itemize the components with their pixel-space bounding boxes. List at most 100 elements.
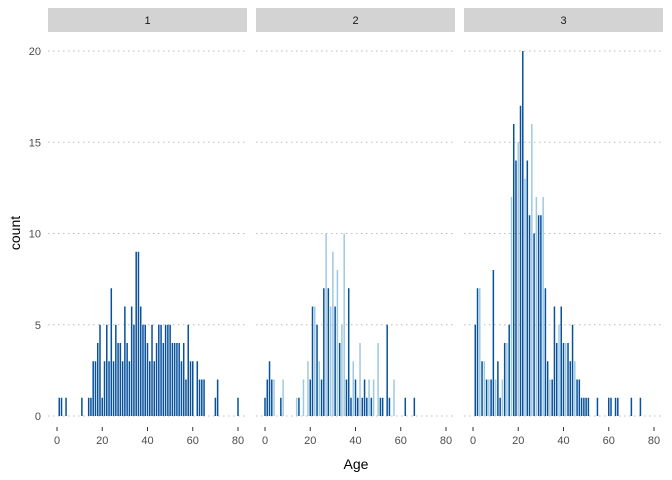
histogram-bar <box>99 324 101 416</box>
y-axis-title: count <box>7 216 23 250</box>
histogram-bar <box>535 197 538 416</box>
histogram-bar <box>126 343 128 416</box>
histogram-bar <box>128 361 131 416</box>
histogram-bar <box>323 288 325 416</box>
x-tick-label: 0 <box>54 435 60 447</box>
histogram-bar <box>298 397 300 416</box>
histogram-bar <box>151 324 153 416</box>
histogram-bar <box>614 397 617 416</box>
histogram-bar <box>639 397 642 416</box>
histogram-bar <box>574 361 576 416</box>
histogram-bar <box>90 397 92 416</box>
histogram-bar <box>476 288 479 416</box>
histogram-bar <box>153 361 156 416</box>
histogram-bar <box>295 397 298 416</box>
histogram-bar <box>485 379 488 416</box>
x-tick-label: 40 <box>141 435 153 447</box>
histogram-bar <box>189 361 192 416</box>
histogram-bar <box>345 379 348 416</box>
histogram-bar <box>567 343 569 416</box>
x-tick-label: 20 <box>512 435 524 447</box>
histogram-bar <box>413 397 416 416</box>
histogram-bar <box>494 379 497 416</box>
histogram-bar <box>350 397 352 416</box>
facet-panel-1: 1 0 20 40 60 80 <box>48 8 247 447</box>
histogram-bar <box>171 343 174 416</box>
histogram-bar <box>96 343 99 416</box>
histogram-bar <box>585 397 587 416</box>
histogram-bar <box>318 361 321 416</box>
histogram-bar <box>332 251 334 416</box>
x-tick-label: 20 <box>96 435 108 447</box>
histogram-bar <box>381 397 384 416</box>
histogram-bar <box>549 379 551 416</box>
histogram-bar <box>519 105 522 416</box>
histogram-bar <box>139 306 142 416</box>
histogram-bar <box>531 124 533 416</box>
histogram-bar <box>282 379 284 416</box>
histogram-bar <box>546 361 549 416</box>
facet-strip-label: 2 <box>352 15 358 27</box>
histogram-bar <box>106 324 108 416</box>
x-tick-label: 80 <box>232 435 244 447</box>
histogram-bar <box>169 324 171 416</box>
facet-strip-label: 3 <box>560 15 566 27</box>
histogram-bar <box>596 397 599 416</box>
histogram-bar <box>580 397 583 416</box>
histogram-bar <box>60 397 63 416</box>
histogram-bar <box>517 142 519 416</box>
histogram-bar <box>393 379 395 416</box>
x-tick-label: 60 <box>187 435 199 447</box>
x-tick-label: 60 <box>603 435 615 447</box>
histogram-bar <box>524 178 526 416</box>
histogram-bar <box>329 306 332 416</box>
histogram-bar <box>503 343 506 416</box>
histogram-bar <box>388 397 391 416</box>
histogram-bar <box>576 379 578 416</box>
histogram-bar <box>173 343 176 416</box>
histogram-bar <box>483 361 486 416</box>
histogram-bar <box>352 361 354 416</box>
histogram-bar <box>334 306 336 416</box>
facet-strip <box>464 8 663 32</box>
histogram-bar <box>115 324 117 416</box>
histogram-bar <box>555 343 558 416</box>
histogram-bar <box>481 361 483 416</box>
histogram-bar <box>316 324 318 416</box>
histogram-bar <box>357 397 359 416</box>
histogram-bar <box>544 288 547 416</box>
histogram-bar <box>488 379 490 416</box>
y-tick-label: 10 <box>29 229 41 241</box>
histogram-bar <box>311 306 314 416</box>
histogram-bar <box>268 361 271 416</box>
histogram-bar <box>508 324 510 416</box>
histogram-bar <box>522 51 524 416</box>
histogram-bar <box>280 397 282 416</box>
histogram-bar <box>515 160 517 416</box>
histogram-bar <box>499 397 501 416</box>
histogram-bar <box>528 215 531 416</box>
histogram-bar <box>142 324 144 416</box>
histogram-bar <box>404 397 407 416</box>
y-tick-label: 15 <box>29 137 41 149</box>
x-tick-label: 80 <box>440 435 452 447</box>
histogram-bar <box>320 379 323 416</box>
y-tick-label: 5 <box>35 320 41 332</box>
histogram-bar <box>302 379 305 416</box>
histogram-bar <box>58 397 61 416</box>
histogram-bar <box>198 379 201 416</box>
histogram-bar <box>237 397 239 416</box>
histogram-bar <box>182 343 185 416</box>
histogram-bar <box>363 379 366 416</box>
histogram-bar <box>103 361 106 416</box>
histogram-bar <box>542 197 544 416</box>
x-tick-label: 40 <box>557 435 569 447</box>
histogram-bar <box>533 233 535 416</box>
histogram-bar <box>501 379 504 416</box>
histogram-bar <box>162 343 165 416</box>
histogram-bar <box>540 215 542 416</box>
histogram-bar <box>379 397 382 416</box>
histogram-bar <box>121 361 124 416</box>
